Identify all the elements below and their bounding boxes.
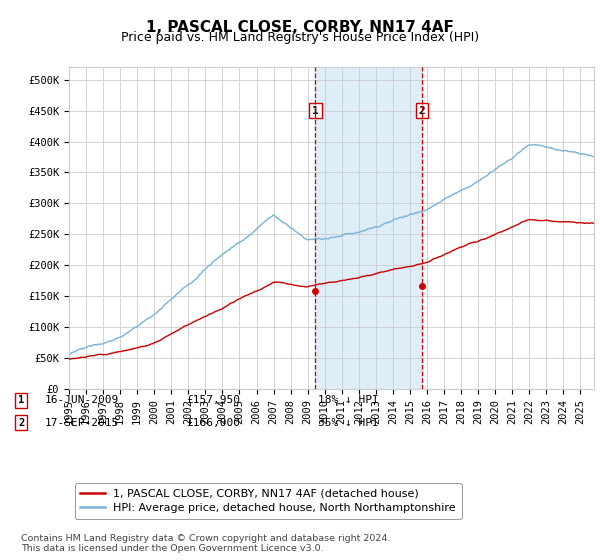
- Text: 1, PASCAL CLOSE, CORBY, NN17 4AF: 1, PASCAL CLOSE, CORBY, NN17 4AF: [146, 20, 454, 35]
- Text: 18% ↓ HPI: 18% ↓ HPI: [318, 395, 379, 405]
- Text: 2: 2: [18, 418, 24, 428]
- Text: £166,000: £166,000: [186, 418, 240, 428]
- Text: Contains HM Land Registry data © Crown copyright and database right 2024.
This d: Contains HM Land Registry data © Crown c…: [21, 534, 391, 553]
- Text: Price paid vs. HM Land Registry's House Price Index (HPI): Price paid vs. HM Land Registry's House …: [121, 31, 479, 44]
- Text: 17-SEP-2015: 17-SEP-2015: [45, 418, 119, 428]
- Text: 2: 2: [419, 105, 425, 115]
- Text: 1: 1: [312, 105, 319, 115]
- Text: 35% ↓ HPI: 35% ↓ HPI: [318, 418, 379, 428]
- Text: 1: 1: [18, 395, 24, 405]
- Text: £157,950: £157,950: [186, 395, 240, 405]
- Text: 16-JUN-2009: 16-JUN-2009: [45, 395, 119, 405]
- Legend: 1, PASCAL CLOSE, CORBY, NN17 4AF (detached house), HPI: Average price, detached : 1, PASCAL CLOSE, CORBY, NN17 4AF (detach…: [74, 483, 461, 519]
- Bar: [316, 67, 422, 389]
